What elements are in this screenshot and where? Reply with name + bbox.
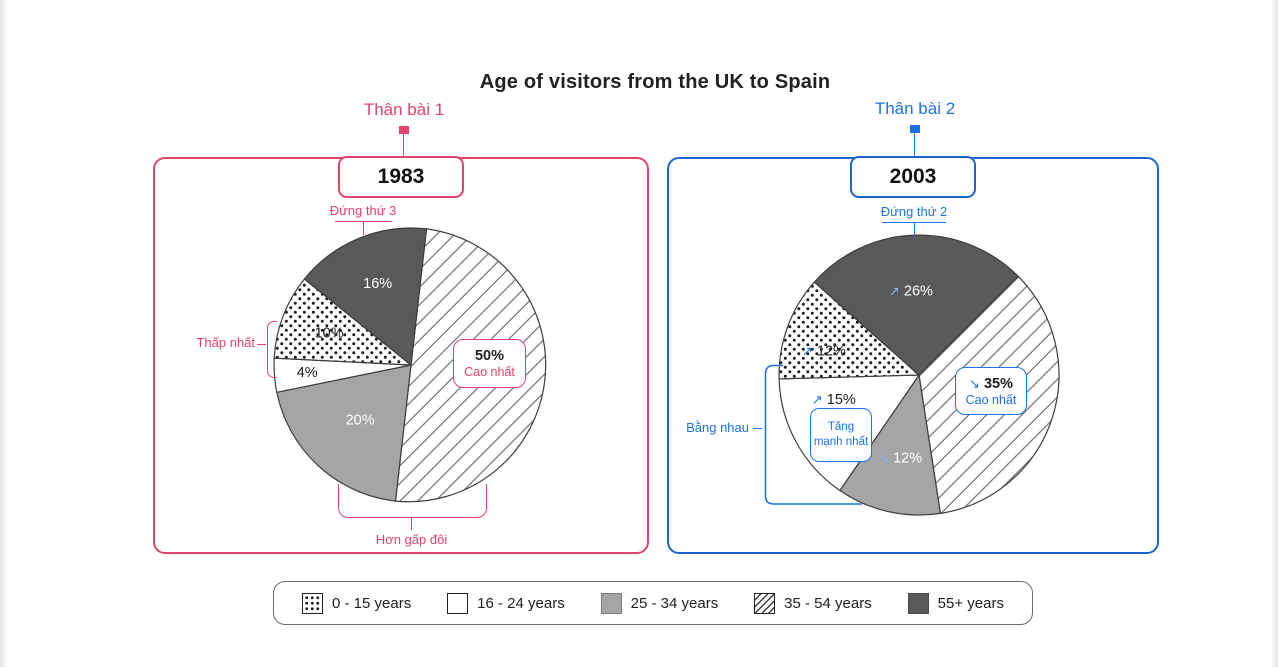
legend-swatch-dotted [302,592,323,614]
annotation-equal-bracket [764,364,862,505]
annotation-equal: Bằng nhau [686,420,749,435]
pie-slice-label: ↗ 12% [802,343,846,359]
pie-slice-label: ↗ 15% [812,392,856,408]
legend-label: 0 - 15 years [332,594,412,612]
legend-swatch-gray [600,592,622,614]
page-edge-right [1271,0,1278,667]
annotation-lowest: Thấp nhất [196,335,255,350]
legend-item-35-54: 35 - 54 years [754,592,872,614]
annotation-highest: Cao nhất [965,392,1017,407]
slice-value-50: 50% [474,348,505,364]
callout-than-bai-1: Thân bài 1 [363,100,445,119]
pie-slice-label: 4% [297,365,318,381]
legend-item-55plus: 55+ years [907,592,1004,614]
trend-down-icon: ↘ [969,376,980,392]
pie-slice-label: ↘ 12% [878,450,922,466]
annotation-rank-tick [363,221,364,235]
pie-slice-label: ↗ 26% [889,283,933,299]
annotation-bottom-bracket [338,484,487,518]
up-arrow-icon [399,126,409,134]
pie-slice [273,278,412,366]
annotation-rank-3: Đứng thứ 3 [329,203,397,218]
annotation-strongest-increase-box: Tăng mạnh nhất [810,408,872,462]
pie-slice [276,364,412,502]
panel-2003: 2003 ↘ 12% ↗ 15% ↗ 12% ↗ 26% Đứng thứ 2 Bằn… [667,156,1159,554]
pie-slice-label: 20% [346,413,375,429]
year-label-2003: 2003 [850,156,976,198]
pie-slice [813,234,1019,376]
annotation-highest: Cao nhất [464,365,515,379]
callout-arrow-line [403,133,404,157]
year-label-1983: 1983 [338,156,464,198]
annotation-highest-box: 50% Cao nhất [453,339,526,388]
callout-arrow-line [914,132,915,156]
pie-slice [839,374,941,516]
annotation-lowest-dash [257,344,266,345]
legend-item-25-34: 25 - 34 years [600,592,719,614]
legend-label: 55+ years [937,594,1004,612]
pie-slice-label: 10% [315,326,344,342]
pie-1983-svg: 20% 4% 10% 16% [273,227,547,503]
annotation-rank-tick [914,222,915,237]
legend-label: 35 - 54 years [784,594,872,612]
pie-chart-2003: ↘ 12% ↗ 15% ↗ 12% ↗ 26% [774,230,1064,525]
legend-swatch-dark [907,592,929,614]
legend-item-16-24: 16 - 24 years [447,592,565,614]
pie-chart-1983: 20% 4% 10% 16% [266,220,556,515]
chart-title: Age of visitors from the UK to Spain [479,71,831,94]
pie-slice [303,227,428,366]
slice-value-35: ↘ 35% [969,375,1013,392]
annotation-more-than-double: Hơn gấp đôi [375,532,448,547]
pie-2003-svg: ↘ 12% ↗ 15% ↗ 12% ↗ 26% [778,234,1060,516]
annotation-rank-2: Đứng thứ 2 [880,204,948,219]
pie-slice-label: 16% [363,276,392,292]
annotation-highest-box: ↘ 35% Cao nhất [955,367,1027,415]
callout-than-bai-2: Thân bài 2 [874,99,956,118]
legend-item-0-15: 0 - 15 years [302,592,412,614]
legend: 0 - 15 years 16 - 24 years 25 - 34 years… [273,581,1033,625]
legend-label: 25 - 34 years [630,594,719,612]
annotation-bottom-tick [411,517,412,530]
legend-swatch-hatch [754,592,776,614]
page-edge-left [0,0,7,667]
annotation-lowest-bracket [267,321,277,378]
annotation-equal-dash [753,428,762,429]
pie-slice [778,281,920,380]
legend-label: 16 - 24 years [477,594,565,612]
panel-1983: 1983 20% 4% 10% 16% Đứng thứ 3 Thấp nhất 50… [153,156,649,554]
up-arrow-icon [910,125,920,133]
legend-swatch-white [447,592,469,614]
